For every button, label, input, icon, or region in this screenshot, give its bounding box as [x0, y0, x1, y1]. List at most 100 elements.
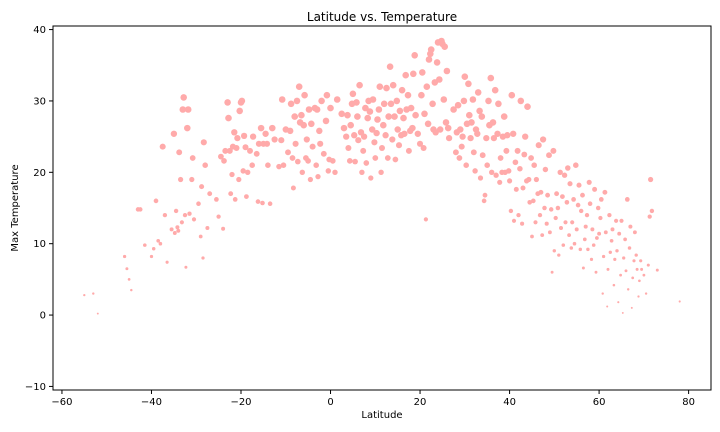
- data-point: [554, 191, 560, 197]
- data-point: [646, 263, 650, 267]
- data-point: [189, 155, 196, 161]
- data-point: [637, 295, 640, 298]
- data-point: [559, 226, 563, 230]
- data-point: [607, 212, 612, 218]
- data-point: [452, 149, 459, 156]
- data-point: [247, 147, 253, 154]
- data-point: [553, 215, 558, 221]
- data-point: [199, 184, 205, 190]
- data-point: [191, 217, 197, 222]
- data-point: [234, 134, 241, 142]
- data-point: [586, 179, 592, 185]
- data-point: [346, 158, 353, 164]
- data-point: [398, 86, 406, 94]
- x-axis: −60 −40 −20 0 20 40 60 80: [51, 390, 695, 408]
- data-point: [429, 100, 436, 108]
- data-point: [410, 70, 417, 78]
- data-point: [303, 136, 310, 143]
- data-point: [454, 101, 462, 109]
- data-point: [578, 247, 583, 252]
- data-point: [409, 124, 416, 132]
- data-point: [293, 97, 301, 105]
- data-point: [530, 234, 534, 239]
- data-point: [249, 162, 255, 168]
- data-point: [608, 250, 612, 254]
- data-point: [504, 132, 511, 139]
- data-point: [466, 111, 473, 119]
- data-point: [567, 181, 573, 187]
- data-point: [224, 99, 231, 106]
- y-axis-label: Max Temperature: [10, 164, 21, 251]
- data-point: [228, 191, 234, 197]
- data-point: [301, 91, 308, 99]
- data-point: [436, 76, 443, 83]
- data-point: [286, 127, 294, 135]
- data-point: [617, 301, 620, 304]
- data-point: [508, 208, 514, 214]
- data-point: [564, 199, 570, 205]
- data-point: [395, 142, 403, 149]
- data-point: [606, 267, 610, 271]
- data-point: [345, 144, 352, 152]
- data-point: [360, 133, 368, 140]
- data-point: [582, 237, 587, 242]
- data-point: [356, 81, 363, 89]
- data-point: [173, 208, 179, 214]
- data-point: [619, 273, 622, 277]
- data-point: [317, 140, 324, 147]
- data-point: [522, 133, 529, 140]
- data-point: [354, 113, 361, 120]
- data-point: [489, 169, 495, 175]
- data-point: [546, 152, 552, 159]
- data-point: [478, 113, 486, 120]
- data-point: [294, 158, 301, 165]
- data-point: [236, 176, 242, 183]
- data-point: [378, 169, 384, 175]
- data-point: [323, 91, 331, 99]
- data-point: [483, 134, 490, 142]
- data-point: [423, 83, 431, 90]
- data-point: [520, 221, 525, 226]
- data-point: [299, 169, 305, 175]
- data-point: [179, 220, 184, 225]
- data-point: [374, 116, 381, 123]
- data-point: [524, 103, 531, 110]
- data-point: [300, 121, 307, 129]
- data-point: [578, 208, 584, 214]
- data-point: [626, 288, 630, 291]
- data-point: [179, 106, 187, 113]
- data-point: [308, 120, 315, 128]
- x-tick-label: 0: [327, 397, 333, 408]
- data-point: [555, 205, 561, 211]
- data-point: [632, 259, 636, 263]
- data-point: [344, 111, 351, 119]
- data-point: [96, 312, 99, 315]
- data-point: [521, 151, 528, 158]
- data-point: [325, 168, 332, 174]
- data-point: [229, 171, 235, 178]
- data-point: [443, 67, 451, 75]
- data-point: [153, 198, 159, 204]
- data-point: [205, 226, 210, 230]
- data-point: [316, 127, 323, 135]
- data-point: [552, 249, 557, 253]
- data-point: [363, 160, 370, 166]
- data-point: [484, 162, 490, 168]
- data-point: [470, 149, 477, 156]
- data-point: [359, 169, 365, 175]
- data-point: [531, 162, 537, 168]
- data-point: [635, 267, 639, 271]
- data-point: [547, 230, 552, 235]
- data-point: [581, 266, 585, 270]
- data-point: [216, 214, 221, 219]
- data-point: [485, 97, 492, 105]
- data-point: [461, 73, 469, 80]
- data-point: [514, 147, 521, 154]
- data-point: [285, 149, 291, 156]
- data-point: [375, 106, 383, 113]
- data-point: [527, 199, 533, 205]
- data-point: [589, 257, 594, 261]
- data-point: [622, 256, 626, 260]
- data-point: [355, 137, 362, 144]
- data-point: [382, 132, 389, 139]
